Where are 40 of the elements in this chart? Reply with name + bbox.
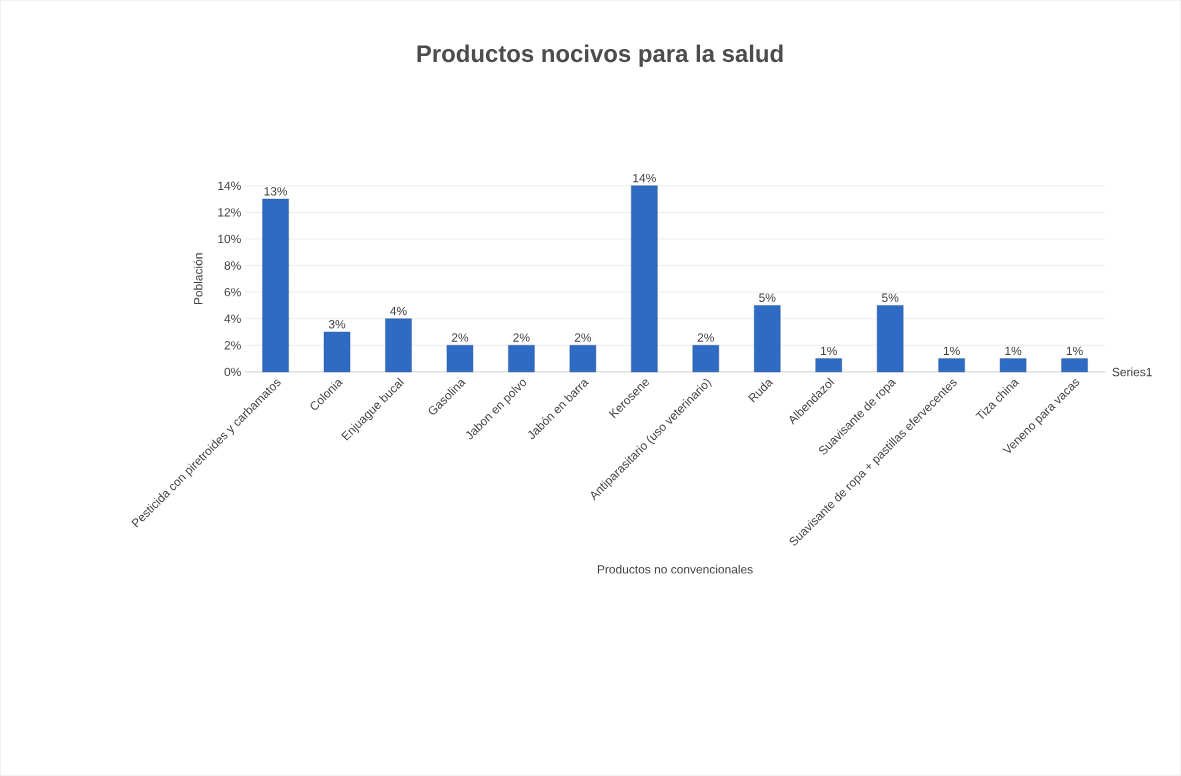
data-label: 5%	[882, 293, 899, 302]
y-tick-label: 10%	[218, 234, 241, 244]
chart-title: Productos nocivos para la salud	[417, 44, 783, 67]
text: Series1	[1112, 367, 1152, 377]
data-label: 3%	[328, 320, 346, 329]
bar	[815, 358, 842, 373]
y-tick-label: 2%	[224, 341, 241, 350]
bar	[385, 318, 412, 373]
y-tick-label: 8%	[224, 261, 241, 270]
bar	[446, 345, 474, 373]
y-tick-label: 12%	[218, 208, 241, 217]
bar	[754, 305, 781, 373]
bar	[508, 345, 535, 373]
y-tick-label: 14%	[218, 181, 241, 191]
y-tick-label: 6%	[224, 287, 241, 297]
bar	[876, 305, 904, 373]
data-label: 2%	[513, 333, 530, 342]
data-label: 1%	[1066, 346, 1083, 356]
data-label: 13%	[264, 187, 288, 196]
bar	[631, 185, 658, 373]
x-axis-title: Productos no convencionales	[597, 564, 753, 574]
bar	[692, 345, 719, 373]
data-label: 1%	[943, 346, 960, 356]
data-label: 14%	[633, 173, 656, 183]
data-label: 1%	[1005, 346, 1022, 356]
bar	[262, 198, 289, 373]
data-label: 5%	[759, 293, 776, 302]
bar	[323, 331, 351, 373]
data-label: 1%	[820, 346, 837, 356]
data-label: 4%	[390, 306, 407, 316]
bar	[569, 345, 597, 373]
y-axis-title: Población	[193, 253, 203, 305]
data-label: 2%	[451, 333, 469, 342]
y-tick-label: 4%	[224, 314, 241, 323]
bar	[938, 358, 965, 373]
bar	[999, 358, 1027, 373]
y-tick-label: 0%	[224, 367, 241, 377]
data-label: 2%	[697, 333, 715, 342]
bar	[1061, 358, 1088, 373]
data-label: 2%	[574, 333, 592, 342]
